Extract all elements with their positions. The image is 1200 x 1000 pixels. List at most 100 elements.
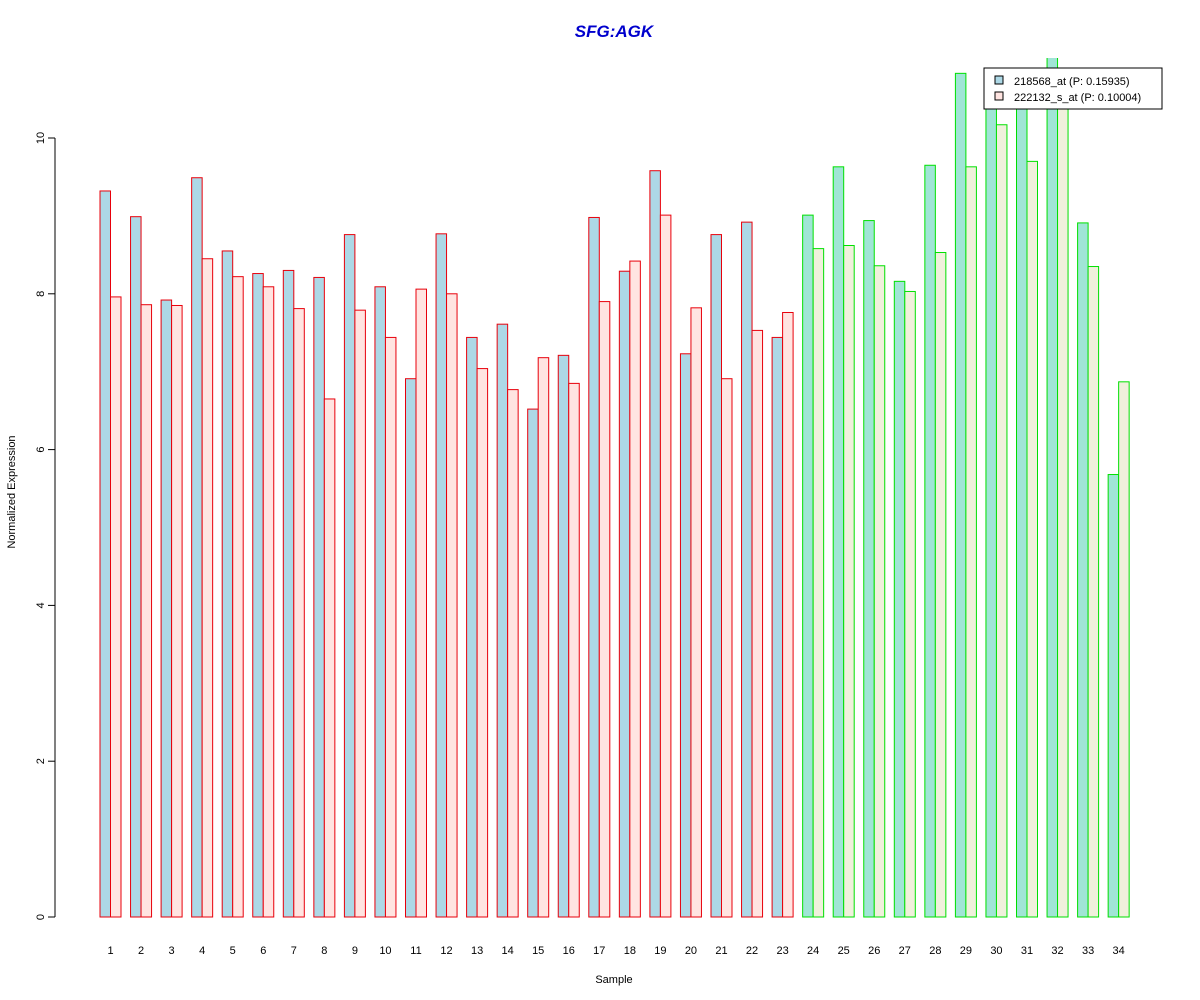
bar-222132-sample-1 — [110, 296, 122, 918]
bar-218568-sample-19 — [649, 170, 661, 918]
bar-218568-sample-4 — [191, 177, 203, 918]
bar-222132-sample-21 — [721, 378, 733, 918]
x-tick-label: 25 — [838, 945, 850, 957]
bar-218568-sample-17 — [588, 216, 600, 918]
x-tick-label: 21 — [715, 945, 727, 957]
bar-218568-sample-18 — [618, 270, 631, 918]
bar-222132-sample-11 — [415, 288, 427, 918]
bar-218568-sample-34 — [1107, 474, 1120, 918]
bar-218568-sample-6 — [252, 273, 264, 918]
bar-218568-sample-15 — [527, 408, 539, 918]
x-tick-label: 34 — [1113, 945, 1125, 957]
bar-222132-sample-26 — [873, 265, 886, 918]
bar-218568-sample-8 — [313, 276, 325, 918]
x-tick-label: 20 — [685, 945, 697, 957]
bar-222132-sample-15 — [537, 357, 550, 918]
x-tick-label: 30 — [990, 945, 1002, 957]
bar-222132-sample-17 — [598, 301, 611, 918]
x-tick-label: 1 — [107, 945, 113, 957]
x-tick-label: 26 — [868, 945, 880, 957]
bar-222132-sample-30 — [995, 124, 1008, 918]
bar-222132-sample-24 — [812, 248, 825, 918]
x-tick-label: 4 — [199, 945, 205, 957]
bar-222132-sample-18 — [629, 260, 641, 918]
x-tick-label: 19 — [654, 945, 666, 957]
bar-222132-sample-19 — [659, 214, 672, 918]
bar-218568-sample-22 — [741, 221, 753, 918]
bar-218568-sample-31 — [1016, 76, 1028, 918]
x-tick-label: 2 — [138, 945, 144, 957]
x-tick-label: 8 — [321, 945, 327, 957]
bar-222132-sample-6 — [262, 286, 275, 918]
bar-222132-sample-13 — [476, 368, 489, 918]
bar-218568-sample-2 — [130, 216, 142, 918]
bar-218568-sample-32 — [1046, 58, 1059, 918]
x-tick-label: 29 — [960, 945, 972, 957]
x-tick-label: 33 — [1082, 945, 1094, 957]
legend-swatch-218568 — [994, 75, 1004, 85]
bar-222132-sample-16 — [568, 382, 580, 918]
x-tick-label: 31 — [1021, 945, 1033, 957]
bar-218568-sample-30 — [985, 96, 997, 918]
bar-222132-sample-8 — [323, 398, 336, 918]
x-tick-labels: 1 2 3 4 5 6 7 8 9 10 11 12 13 14 15 16 17 18 19 20 21 22 23 24 2… — [107, 945, 1124, 957]
bar-218568-sample-20 — [679, 353, 692, 918]
bar-218568-sample-28 — [924, 164, 936, 918]
bar-218568-sample-1 — [99, 190, 111, 918]
bar-222132-sample-3 — [171, 304, 183, 918]
legend-box — [983, 67, 1163, 110]
bar-222132-sample-25 — [843, 245, 855, 918]
bar-222132-sample-14 — [507, 389, 519, 918]
bar-218568-sample-7 — [282, 269, 295, 918]
bar-218568-sample-29 — [954, 72, 967, 918]
bar-222132-sample-20 — [690, 307, 702, 918]
bar-222132-sample-10 — [384, 336, 397, 918]
x-tick-label: 11 — [410, 945, 421, 957]
x-tick-label: 23 — [776, 945, 788, 957]
bars — [99, 58, 1130, 918]
bar-222132-sample-4 — [201, 258, 214, 918]
bar-218568-sample-3 — [160, 299, 173, 918]
bar-222132-sample-33 — [1087, 266, 1100, 918]
bar-222132-sample-5 — [232, 276, 244, 918]
bar-218568-sample-9 — [343, 234, 356, 918]
y-tick-label: 0 — [35, 914, 47, 920]
legend-label-218568: 218568_at (P: 0.15935) — [1014, 76, 1130, 88]
x-tick-label: 5 — [230, 945, 236, 957]
y-tick-label: 6 — [35, 447, 47, 453]
y-tick-label: 2 — [35, 758, 47, 764]
bar-218568-sample-13 — [466, 336, 478, 918]
x-tick-label: 15 — [532, 945, 544, 957]
x-tick-label: 6 — [260, 945, 266, 957]
x-tick-label: 27 — [899, 945, 911, 957]
bar-222132-sample-34 — [1118, 381, 1130, 918]
bar-218568-sample-14 — [496, 323, 509, 918]
x-tick-label: 10 — [379, 945, 391, 957]
bar-222132-sample-27 — [904, 290, 916, 918]
bar-218568-sample-27 — [893, 280, 906, 918]
x-tick-label: 14 — [502, 945, 514, 957]
bar-222132-sample-12 — [446, 293, 458, 918]
x-tick-label: 17 — [593, 945, 605, 957]
bar-218568-sample-5 — [221, 250, 234, 918]
y-ticks: 0 2 4 6 8 10 — [35, 132, 55, 920]
bar-218568-sample-24 — [802, 214, 814, 918]
legend-swatch-222132 — [994, 91, 1004, 101]
bar-218568-sample-33 — [1077, 222, 1089, 918]
bar-222132-sample-7 — [293, 308, 305, 918]
bar-222132-sample-29 — [965, 166, 977, 918]
x-tick-label: 18 — [624, 945, 636, 957]
legend-label-222132: 222132_s_at (P: 0.10004) — [1014, 92, 1141, 104]
bar-218568-sample-12 — [435, 233, 448, 918]
x-tick-label: 12 — [440, 945, 452, 957]
bar-218568-sample-10 — [374, 286, 386, 918]
bar-218568-sample-11 — [405, 378, 417, 918]
bar-222132-sample-28 — [934, 252, 947, 918]
x-tick-label: 13 — [471, 945, 483, 957]
bar-218568-sample-21 — [710, 234, 722, 918]
x-tick-label: 9 — [352, 945, 358, 957]
bar-222132-sample-2 — [140, 304, 153, 918]
x-tick-label: 24 — [807, 945, 819, 957]
x-tick-label: 7 — [291, 945, 297, 957]
bar-218568-sample-25 — [832, 166, 845, 918]
